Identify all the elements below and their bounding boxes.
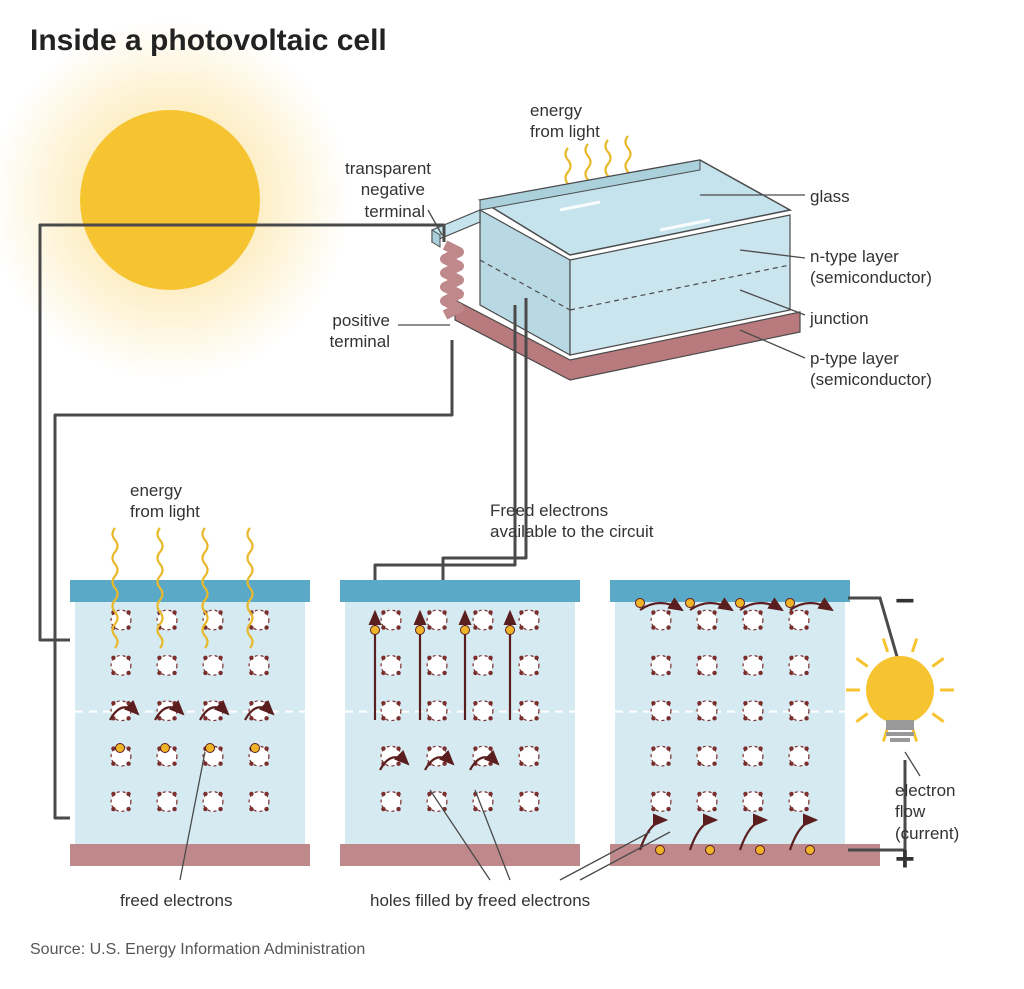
label-energy-2: energy from light	[130, 480, 200, 523]
label-ptype: p-type layer (semiconductor)	[810, 348, 932, 391]
plus-icon: +	[895, 838, 915, 881]
label-junction: junction	[810, 308, 869, 329]
label-freed-available: Freed electrons available to the circuit	[490, 500, 653, 543]
page-title: Inside a photovoltaic cell	[30, 22, 387, 60]
label-ntype: n-type layer (semiconductor)	[810, 246, 932, 289]
label-glass: glass	[810, 186, 850, 207]
label-freed-electrons: freed electrons	[120, 890, 232, 911]
label-electron-flow: electron flow (current)	[895, 780, 959, 844]
source-text: Source: U.S. Energy Information Administ…	[30, 940, 365, 960]
label-holes-filled: holes filled by freed electrons	[370, 890, 590, 911]
label-transparent-terminal: transparent negative terminal	[345, 158, 425, 222]
label-positive-terminal: positive terminal	[320, 310, 390, 353]
minus-icon: −	[895, 580, 915, 623]
label-energy-top: energy from light	[530, 100, 600, 143]
